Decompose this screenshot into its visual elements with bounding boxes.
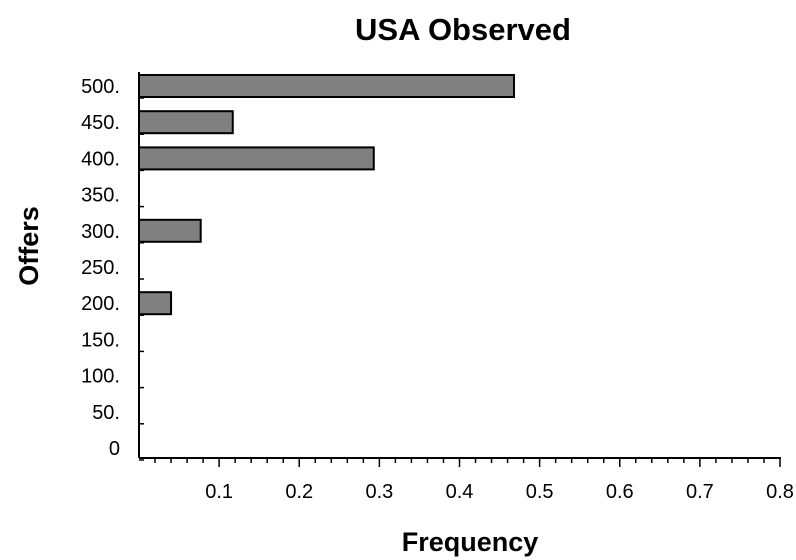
x-tick-label: 0.5 (526, 481, 554, 503)
y-tick-label: 450. (81, 112, 120, 134)
x-tick-label: 0.6 (606, 481, 634, 503)
bar-400 (138, 146, 375, 171)
x-tick-label: 0.4 (446, 481, 474, 503)
y-tick-label: 400. (81, 148, 120, 170)
bars-group (138, 74, 515, 316)
x-tick-label: 0.8 (766, 481, 794, 503)
x-tick-label: 0.2 (285, 481, 313, 503)
y-tick-label: 50. (92, 402, 120, 424)
bar-450 (138, 110, 234, 135)
x-tick-label: 0.7 (686, 481, 714, 503)
bar-200 (138, 291, 173, 316)
bar-300 (138, 218, 202, 243)
y-tick-label: 100. (81, 366, 120, 388)
bar-500 (138, 74, 515, 98)
y-tick-label: 350. (81, 185, 120, 207)
chart-title: USA Observed (355, 12, 571, 47)
y-tick-label: 150. (81, 329, 120, 351)
y-tick-label: 300. (81, 221, 120, 243)
y-tick-label: 500. (81, 76, 120, 98)
x-axis-title: Frequency (402, 527, 539, 557)
x-tick-label: 0.3 (365, 481, 393, 503)
y-tick-label: 0 (109, 438, 120, 460)
x-tick-label: 0.1 (205, 481, 233, 503)
y-axis-title: Offers (14, 206, 44, 286)
y-tick-label: 200. (81, 293, 120, 315)
y-tick-label: 250. (81, 257, 120, 279)
ticks-group: 0 50. 100. 150. 200. 250. 300. 350. 400. 450. 500.… (81, 76, 794, 503)
